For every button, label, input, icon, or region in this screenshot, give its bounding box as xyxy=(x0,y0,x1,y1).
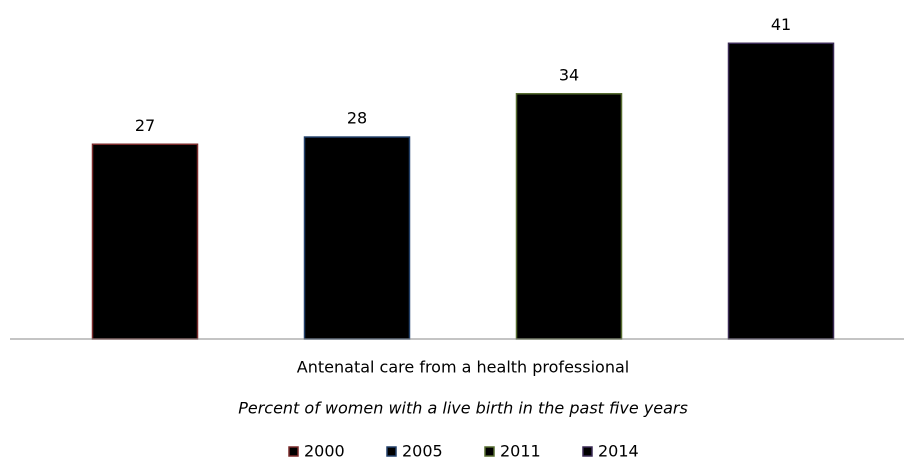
category-label: Antenatal care from a health professiona… xyxy=(297,358,629,377)
bar xyxy=(515,93,623,340)
data-label: 27 xyxy=(135,116,155,135)
legend-swatch xyxy=(484,446,495,457)
legend-label: 2005 xyxy=(402,442,443,459)
bar xyxy=(303,136,411,340)
bar xyxy=(91,143,199,340)
legend-label: 2014 xyxy=(598,442,639,459)
data-label: 28 xyxy=(347,109,367,128)
legend-label: 2011 xyxy=(500,442,541,459)
legend-swatch xyxy=(288,446,299,457)
legend-swatch xyxy=(386,446,397,457)
data-label: 34 xyxy=(559,65,579,84)
data-label: 41 xyxy=(771,15,791,34)
legend-swatch xyxy=(582,446,593,457)
subtitle: Percent of women with a live birth in th… xyxy=(238,399,688,418)
legend-label: 2000 xyxy=(304,442,345,459)
bar xyxy=(727,42,835,340)
